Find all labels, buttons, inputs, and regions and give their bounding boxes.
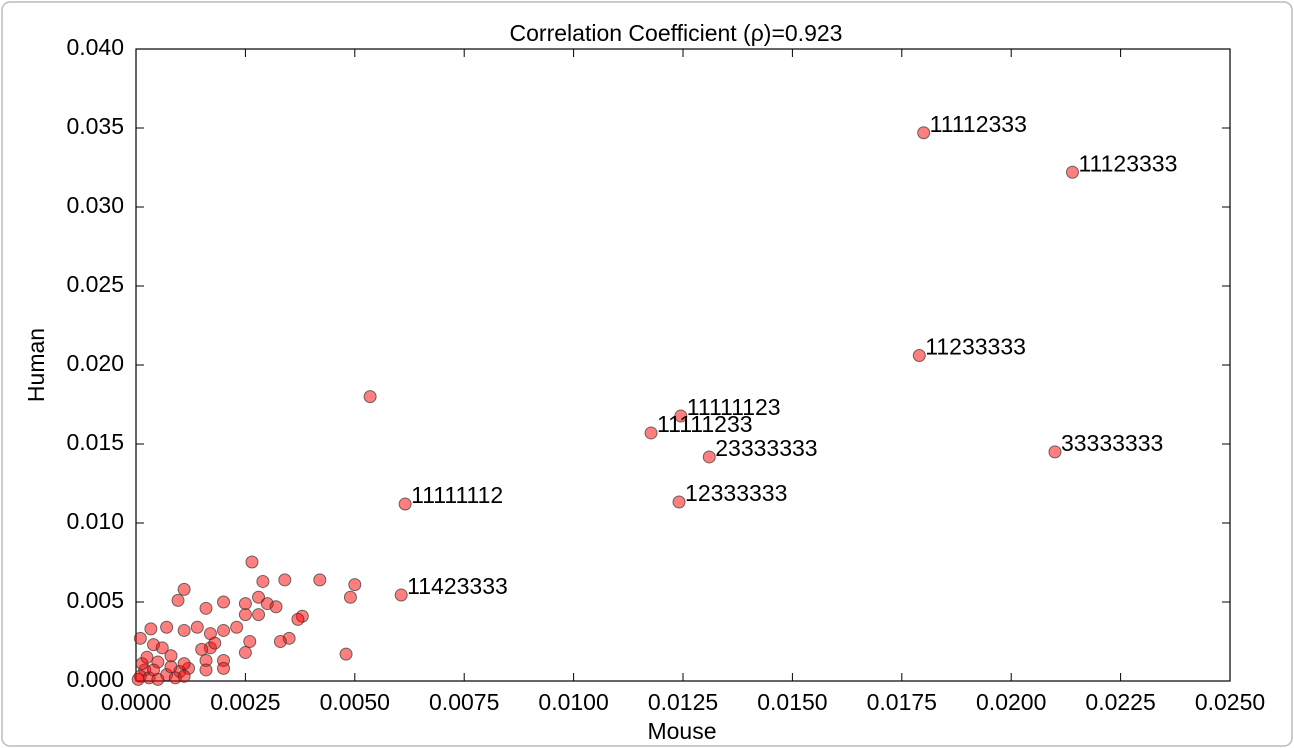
point xyxy=(278,573,292,587)
point xyxy=(151,672,165,686)
x-tick-label: 0.0075 xyxy=(429,689,499,715)
x-tick-label: 0.0250 xyxy=(1195,689,1265,715)
point xyxy=(217,623,231,637)
point xyxy=(394,588,408,602)
x-axis-label: Mouse xyxy=(647,718,716,744)
point xyxy=(208,636,222,650)
point xyxy=(398,497,412,511)
point xyxy=(199,663,213,677)
point xyxy=(144,622,158,636)
y-tick-label: 0.030 xyxy=(66,192,124,218)
point xyxy=(217,661,231,675)
y-tick-label: 0.005 xyxy=(66,587,124,613)
point xyxy=(238,646,252,660)
point xyxy=(252,590,266,604)
point xyxy=(912,349,926,363)
point xyxy=(177,623,191,637)
point xyxy=(133,631,147,645)
y-axis-label: Human xyxy=(23,328,49,402)
point xyxy=(140,650,154,664)
point xyxy=(672,495,686,509)
point-label: 33333333 xyxy=(1061,430,1163,456)
point xyxy=(164,660,178,674)
point xyxy=(160,620,174,634)
point xyxy=(252,608,266,622)
plot-area xyxy=(135,48,1231,682)
point xyxy=(131,672,145,686)
point xyxy=(702,450,716,464)
point xyxy=(348,578,362,592)
point-label: 11233333 xyxy=(925,334,1026,360)
point xyxy=(363,390,377,404)
point xyxy=(230,620,244,634)
point xyxy=(155,641,169,655)
point xyxy=(1065,165,1079,179)
y-tick-label: 0.025 xyxy=(66,271,124,297)
point xyxy=(273,635,287,648)
x-tick-label: 0.0125 xyxy=(648,689,718,715)
point-label: 12333333 xyxy=(685,480,787,506)
point xyxy=(177,669,191,683)
x-tick-label: 0.0100 xyxy=(538,689,608,715)
point xyxy=(256,574,270,588)
point xyxy=(195,642,209,656)
x-tick-label: 0.0225 xyxy=(1085,689,1155,715)
point xyxy=(917,126,931,140)
point xyxy=(245,555,259,569)
point xyxy=(291,612,305,626)
point-label: 11423333 xyxy=(407,573,508,599)
point xyxy=(238,597,252,611)
point-label: 23333333 xyxy=(715,435,817,461)
x-tick-label: 0.0150 xyxy=(757,689,827,715)
point xyxy=(313,573,327,587)
x-tick-label: 0.0000 xyxy=(101,689,171,715)
y-tick-label: 0.010 xyxy=(66,508,124,534)
point xyxy=(171,593,185,607)
y-tick-label: 0.015 xyxy=(66,429,124,455)
y-tick-label: 0.000 xyxy=(66,666,124,692)
chart-title: Correlation Coefficient (ρ)=0.923 xyxy=(510,20,843,46)
x-tick-label: 0.0175 xyxy=(867,689,937,715)
y-tick-label: 0.040 xyxy=(66,34,124,60)
point xyxy=(217,595,231,609)
y-tick-label: 0.020 xyxy=(66,350,124,376)
point-label: 11112333 xyxy=(930,111,1027,137)
point xyxy=(238,608,252,622)
point xyxy=(1048,445,1062,459)
point-label: 11111123 xyxy=(687,394,781,420)
point xyxy=(190,620,204,634)
point xyxy=(199,601,213,615)
point-label: 11111233 xyxy=(657,411,753,437)
point xyxy=(269,600,283,614)
point xyxy=(674,409,688,423)
x-tick-label: 0.0200 xyxy=(976,689,1046,715)
x-tick-label: 0.0025 xyxy=(210,689,280,715)
point xyxy=(339,647,353,661)
point-label: 11123333 xyxy=(1078,150,1177,176)
point xyxy=(177,582,191,596)
point-label: 11111112 xyxy=(411,482,503,508)
point xyxy=(243,635,257,648)
point xyxy=(644,426,658,440)
x-tick-label: 0.0050 xyxy=(320,689,390,715)
point xyxy=(343,590,357,604)
point xyxy=(177,657,191,671)
y-tick-label: 0.035 xyxy=(66,113,124,139)
